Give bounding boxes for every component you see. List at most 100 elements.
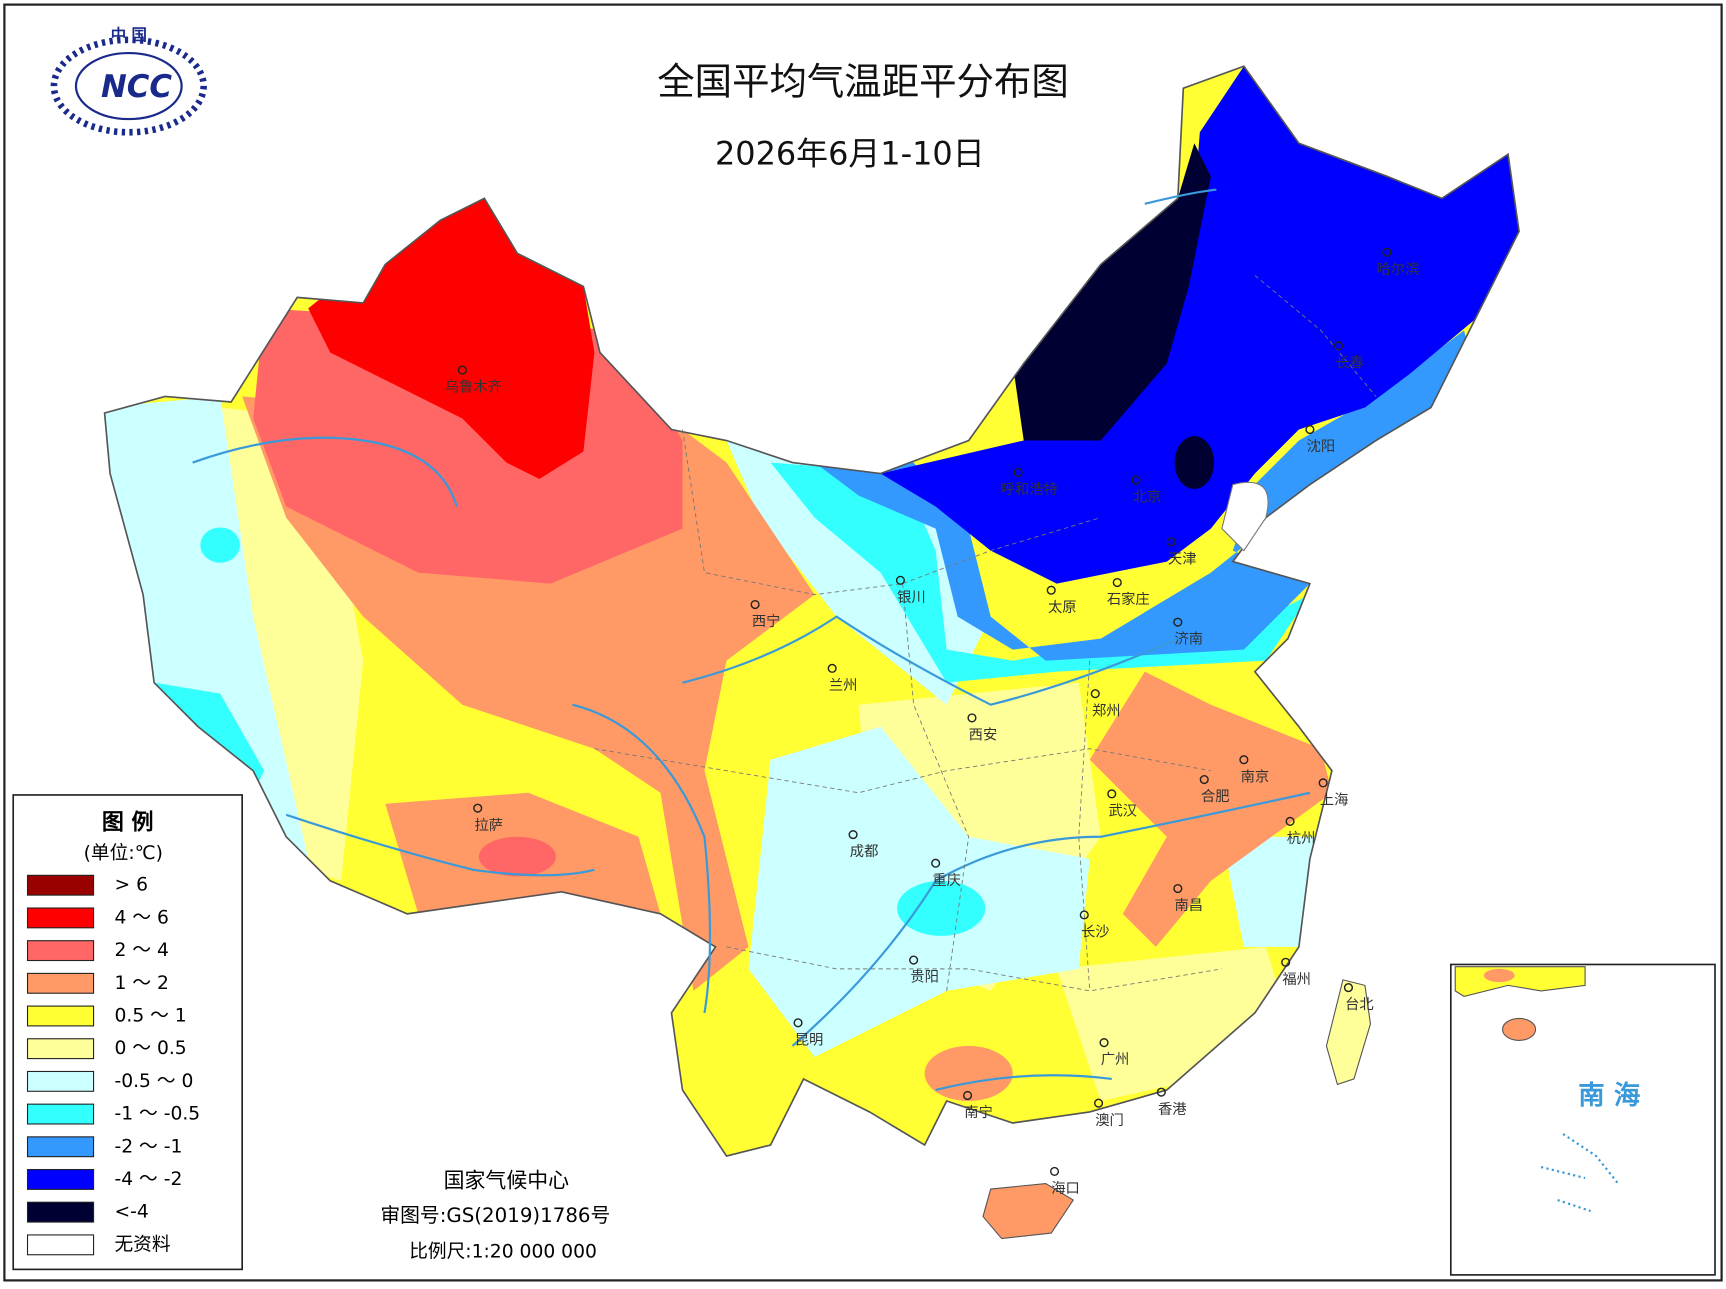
city-dot bbox=[1285, 816, 1295, 826]
city-label: 西宁 bbox=[752, 613, 781, 630]
zone bbox=[814, 330, 1476, 661]
legend-title: 图 例 bbox=[102, 811, 154, 836]
zone bbox=[770, 462, 1310, 683]
river bbox=[682, 615, 1179, 706]
zone bbox=[924, 1045, 1013, 1101]
boundary bbox=[902, 583, 970, 991]
logo: 中 国 NCC bbox=[50, 25, 207, 136]
city-dot bbox=[1305, 424, 1315, 435]
city-dot bbox=[1093, 1098, 1104, 1108]
legend-swatch bbox=[26, 940, 95, 962]
city-label: 武汉 bbox=[1108, 802, 1137, 819]
legend-label: -0.5 ～ 0 bbox=[114, 1071, 193, 1092]
city-dot bbox=[473, 803, 483, 813]
inset-label: 南 海 bbox=[1578, 1080, 1640, 1111]
city-dot bbox=[1239, 755, 1249, 765]
city-dot bbox=[1079, 910, 1089, 920]
city-dot bbox=[931, 858, 941, 868]
city-label: 石家庄 bbox=[1107, 590, 1150, 608]
zone bbox=[478, 836, 556, 877]
city-label: 福州 bbox=[1282, 971, 1311, 988]
legend-swatch bbox=[26, 1070, 95, 1092]
legend-items: > 6 4 ～ 6 2 ～ 4 1 ～ 2 0.5 ～ 1 0 ～ 0.5 -0.5 ～ 0… bbox=[26, 874, 200, 1256]
city-label: 上海 bbox=[1320, 791, 1349, 808]
city-dot bbox=[1173, 617, 1183, 627]
city-dot bbox=[1013, 467, 1023, 477]
city-label: 济南 bbox=[1175, 631, 1204, 648]
city-label: 沈阳 bbox=[1307, 438, 1336, 455]
city-label: 长沙 bbox=[1081, 924, 1110, 941]
city-dot bbox=[1049, 1166, 1060, 1176]
legend-label: -1 ～ -0.5 bbox=[114, 1104, 200, 1125]
city-dot bbox=[1046, 585, 1056, 595]
city-label: 兰州 bbox=[829, 677, 858, 694]
city-dot bbox=[1281, 957, 1291, 967]
zone bbox=[1174, 436, 1215, 489]
legend-swatch bbox=[26, 907, 95, 929]
river bbox=[791, 791, 1311, 1047]
city-label: 合肥 bbox=[1201, 788, 1230, 805]
legend-swatch bbox=[26, 874, 95, 896]
river bbox=[1144, 188, 1217, 205]
legend-swatch bbox=[26, 1103, 95, 1125]
rivers bbox=[192, 188, 1311, 1092]
legend-label: <-4 bbox=[114, 1202, 148, 1223]
city-dot bbox=[1318, 778, 1328, 788]
province-boundaries bbox=[594, 275, 1377, 992]
city-dot bbox=[1099, 1038, 1109, 1048]
legend-label: -4 ～ -2 bbox=[114, 1169, 182, 1190]
city-label: 香港 bbox=[1158, 1101, 1187, 1118]
zone bbox=[880, 66, 1520, 584]
legend-box bbox=[12, 794, 243, 1271]
city-dot bbox=[1166, 537, 1176, 547]
boundary bbox=[594, 748, 1211, 794]
city-dot bbox=[793, 1018, 803, 1028]
legend-swatch bbox=[26, 1168, 95, 1190]
legend-swatch bbox=[26, 1005, 95, 1027]
hainan bbox=[982, 1182, 1075, 1240]
city-label: 广州 bbox=[1101, 1051, 1130, 1068]
city-dot bbox=[1112, 577, 1122, 588]
city-dot bbox=[967, 713, 977, 723]
zone bbox=[1221, 836, 1321, 947]
inset-hainan bbox=[1501, 1017, 1537, 1041]
boundary bbox=[682, 429, 1101, 596]
city-dot bbox=[848, 830, 858, 840]
city-label: 南宁 bbox=[964, 1104, 993, 1121]
city-label: 成都 bbox=[850, 843, 879, 860]
river bbox=[285, 813, 595, 877]
city-label: 澳门 bbox=[1095, 1112, 1124, 1129]
inset: 南 海 bbox=[1449, 963, 1716, 1276]
river bbox=[935, 1074, 1112, 1092]
logo-text: 中 国 bbox=[111, 25, 147, 44]
logo-globe bbox=[74, 51, 183, 121]
city-label: 南京 bbox=[1241, 768, 1270, 785]
footer-approval: 审图号:GS(2019)1786号 bbox=[380, 1204, 610, 1227]
legend-label: -2 ～ -1 bbox=[114, 1136, 182, 1157]
city-label: 海口 bbox=[1051, 1180, 1080, 1197]
city-label: 西安 bbox=[969, 727, 998, 744]
legend-swatch bbox=[26, 1234, 95, 1256]
legend-swatch bbox=[26, 1038, 95, 1060]
city-dot bbox=[1131, 475, 1141, 485]
city-label: 乌鲁木齐 bbox=[445, 379, 502, 396]
legend-swatch bbox=[26, 1201, 95, 1223]
city-dot bbox=[1199, 774, 1209, 785]
city-label: 呼和浩特 bbox=[1001, 481, 1058, 498]
legend-label: 4 ～ 6 bbox=[114, 907, 168, 928]
city-dot bbox=[1343, 983, 1354, 993]
city-label: 重庆 bbox=[932, 872, 961, 889]
bohai bbox=[1221, 481, 1269, 552]
city-dot bbox=[909, 955, 919, 965]
legend-label: > 6 bbox=[114, 875, 148, 896]
city-dot bbox=[895, 575, 905, 585]
legend-label: 1 ～ 2 bbox=[114, 973, 168, 994]
city-markers bbox=[457, 247, 1392, 1176]
boundary bbox=[726, 946, 1222, 992]
city-dot bbox=[963, 1090, 973, 1101]
city-dot bbox=[1382, 247, 1392, 257]
city-label: 南昌 bbox=[1175, 897, 1204, 914]
zone bbox=[104, 396, 309, 859]
city-dot bbox=[457, 365, 467, 375]
legend-label: 无资料 bbox=[114, 1234, 170, 1255]
